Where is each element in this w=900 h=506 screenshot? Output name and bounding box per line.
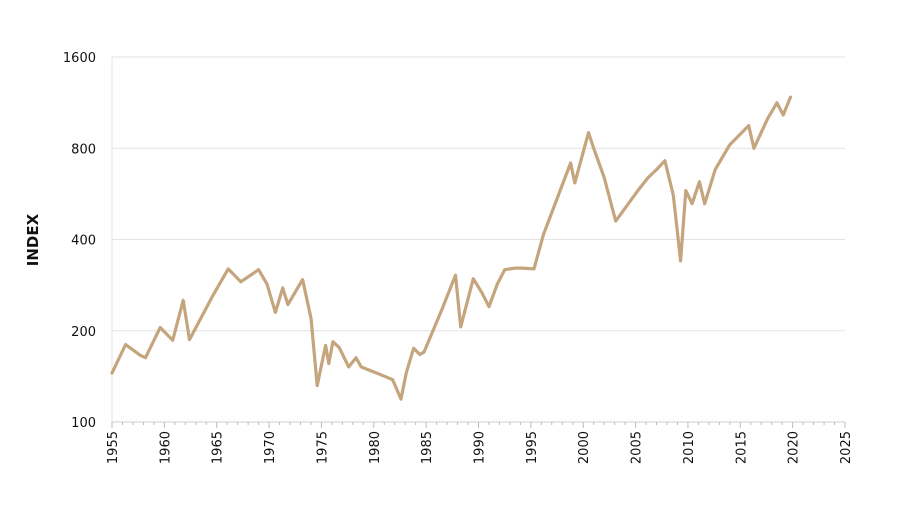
y-axis-title: INDEX bbox=[24, 213, 42, 266]
x-tick-label: 1960 bbox=[158, 431, 173, 464]
x-tick-label: 1955 bbox=[106, 431, 121, 464]
y-tick-label: 1600 bbox=[63, 51, 96, 66]
y-tick-label: 800 bbox=[71, 142, 96, 157]
grid-lines bbox=[112, 56, 845, 423]
x-tick-label: 1965 bbox=[211, 431, 226, 464]
y-tick-label: 200 bbox=[71, 325, 96, 340]
y-axis: 100 200 400 800 1600 bbox=[63, 51, 113, 431]
x-tick-label: 1980 bbox=[368, 431, 383, 464]
series-line bbox=[110, 95, 793, 401]
x-tick-label: 1995 bbox=[525, 431, 540, 464]
x-tick-label: 1990 bbox=[473, 431, 488, 464]
x-tick-label: 2025 bbox=[839, 431, 854, 464]
x-tick-label: 1970 bbox=[263, 431, 278, 464]
y-tick-label: 100 bbox=[71, 416, 96, 431]
x-tick-label: 2020 bbox=[787, 431, 802, 464]
x-tick-label: 2015 bbox=[734, 431, 749, 464]
x-tick-label: 2000 bbox=[577, 431, 592, 464]
x-tick-label: 2005 bbox=[630, 431, 645, 464]
x-tick-label: 2010 bbox=[682, 431, 697, 464]
y-tick-label: 400 bbox=[71, 234, 96, 249]
x-tick-label: 1985 bbox=[420, 431, 435, 464]
series-group bbox=[110, 95, 793, 401]
x-axis: 1955 1960 1965 1970 1975 1980 1985 1990 1995 2000… bbox=[106, 421, 854, 464]
x-tick-label: 1975 bbox=[315, 431, 330, 464]
